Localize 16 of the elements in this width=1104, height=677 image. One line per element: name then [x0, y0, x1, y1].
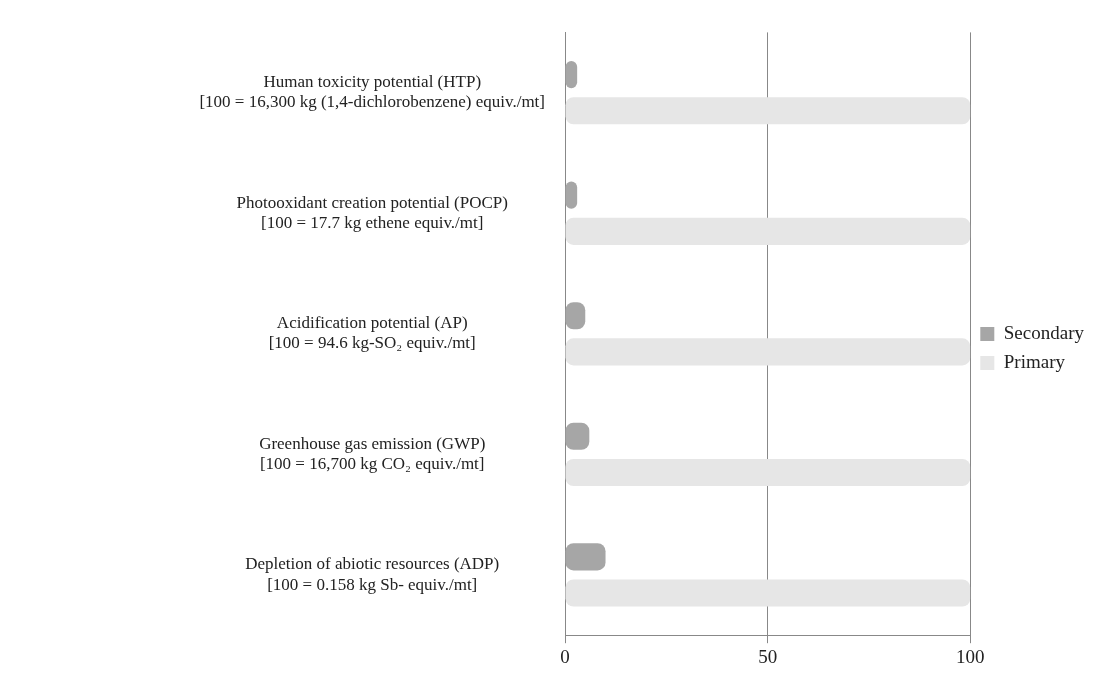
- bar: [565, 543, 606, 571]
- y-tick-label: Depletion of abiotic resources (ADP) [100 = 0.158 kg Sb- equiv./mt]: [245, 554, 500, 594]
- y-tick-label: Photooxidant creation potential (POCP) [100 = 17.7 kg ethene equiv./mt]: [236, 192, 508, 232]
- bar: [565, 338, 971, 366]
- bar: [565, 579, 971, 607]
- x-tick-label: 50: [758, 645, 778, 667]
- bar: [565, 97, 971, 125]
- x-tick-label: 0: [560, 645, 570, 667]
- legend-label: Primary: [1003, 350, 1066, 372]
- y-tick-label: Acidification potential (AP) [100 = 94.6 kg-SO₂ equiv./mt]: [268, 313, 476, 353]
- y-tick-label: Human toxicity potential (HTP) [100 = 16,300 kg (1,4-dichlorobenzene) equiv./mt]: [199, 71, 545, 112]
- bar: [565, 458, 971, 487]
- y-tick-label: Greenhouse gas emission (GWP) [100 = 16,700 kg CO₂ equiv./mt]: [259, 433, 486, 474]
- x-tick-label: 100: [956, 645, 985, 667]
- bar: [565, 217, 971, 245]
- legend-label: Secondary: [1003, 321, 1085, 343]
